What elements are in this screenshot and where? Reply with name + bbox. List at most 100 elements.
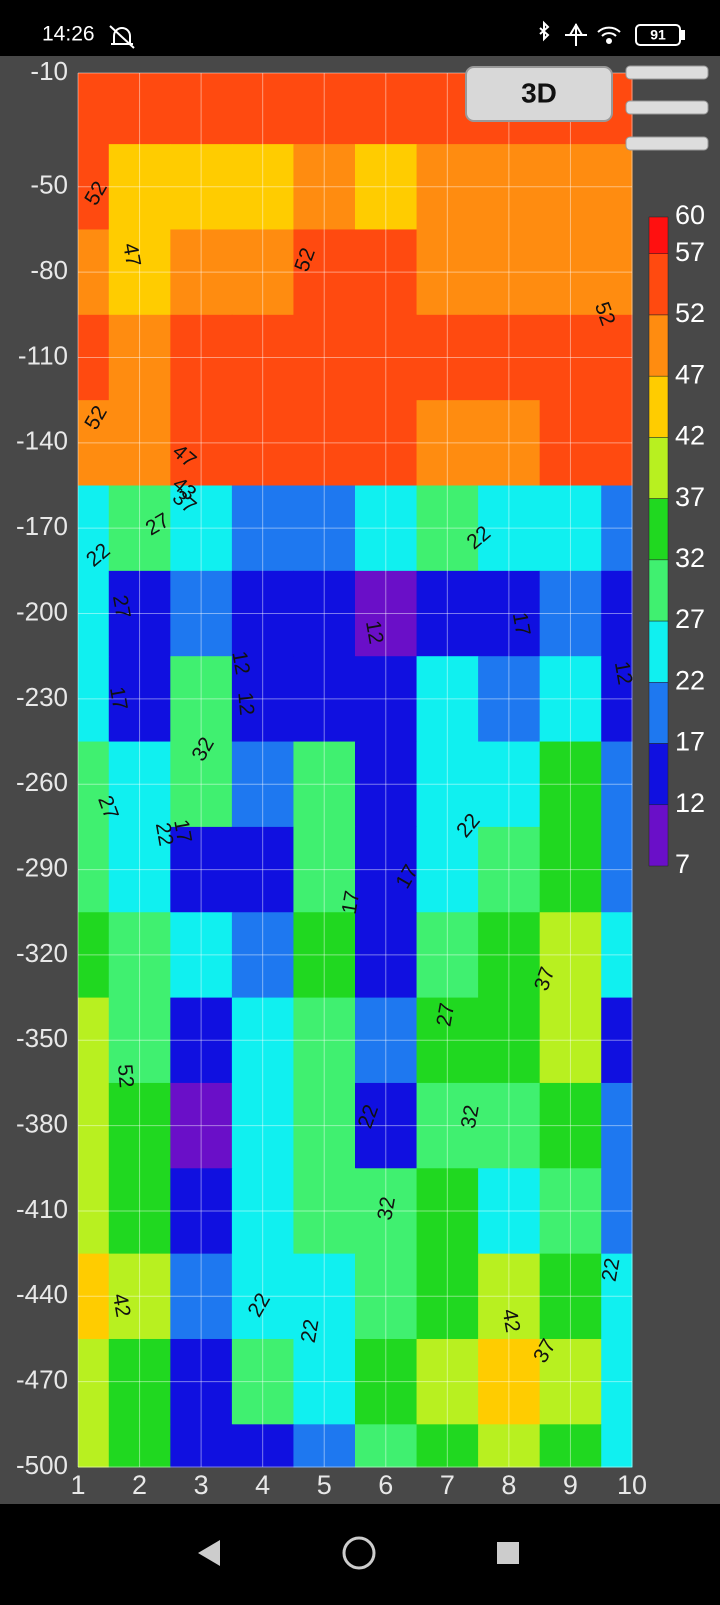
contour-cell [108, 73, 171, 145]
contour-cell [355, 1168, 418, 1255]
contour-cell [355, 1338, 418, 1425]
contour-cell [78, 1253, 110, 1340]
contour-cell [416, 1253, 479, 1340]
contour-cell [601, 400, 633, 487]
contour-cell [170, 1253, 233, 1340]
contour-cell [170, 1168, 233, 1255]
contour-cell [355, 570, 418, 657]
contour-cell [355, 485, 418, 572]
home-button[interactable] [342, 1536, 376, 1570]
contour-cell [293, 1082, 356, 1169]
colorbar-segment [648, 216, 669, 254]
contour-cell [478, 1168, 541, 1255]
contour-cell [478, 570, 541, 657]
contour-cell [170, 485, 233, 572]
contour-cell [231, 314, 294, 401]
y-tick-label: -410 [16, 1194, 68, 1224]
contour-cell [170, 741, 233, 828]
contour-cell [108, 229, 171, 316]
colorbar-label: 47 [675, 359, 705, 389]
contour-cell [293, 826, 356, 913]
y-tick-label: -290 [16, 852, 68, 882]
colorbar-segment [648, 375, 669, 438]
contour-label: 42 [498, 1307, 525, 1334]
contour-cell [355, 1082, 418, 1169]
contour-cell [78, 912, 110, 999]
contour-cell [601, 570, 633, 657]
x-tick-label: 6 [378, 1470, 393, 1500]
contour-cell [78, 144, 110, 230]
contour-cell [355, 400, 418, 487]
contour-cell [601, 144, 633, 230]
contour-label: 42 [108, 1292, 135, 1319]
contour-label: 52 [113, 1063, 138, 1088]
contour-cell [108, 826, 171, 913]
contour-cell [539, 1168, 602, 1255]
x-tick-label: 2 [132, 1470, 147, 1500]
y-tick-label: -320 [16, 938, 68, 968]
x-tick-label: 4 [255, 1470, 270, 1500]
colorbar-segment [648, 498, 669, 561]
contour-cell [170, 73, 233, 145]
colorbar-segment [648, 314, 669, 377]
contour-cell [478, 1338, 541, 1425]
contour-cell [416, 1338, 479, 1425]
contour-label: 12 [361, 619, 388, 646]
contour-cell [108, 1424, 171, 1468]
contour-cell [78, 400, 110, 487]
contour-cell [108, 997, 171, 1084]
contour-cell [78, 229, 110, 316]
plot-area: 1 2 3 4 5 6 7 8 9 10-10-50-80-110-140-170-200-230… [16, 56, 647, 1500]
contour-cell [170, 1424, 233, 1468]
contour-cell [108, 1338, 171, 1425]
battery-level: 91 [650, 27, 666, 43]
contour-label: 22 [297, 1317, 324, 1344]
contour-cell [416, 485, 479, 572]
contour-label: 47 [118, 241, 145, 268]
contour-cell [416, 570, 479, 657]
contour-cell [539, 1253, 602, 1340]
recents-button[interactable] [497, 1542, 519, 1564]
3d-button[interactable] [465, 66, 613, 122]
contour-cell [108, 485, 171, 572]
contour-cell [601, 912, 633, 999]
back-button[interactable] [198, 1540, 220, 1566]
contour-cell [601, 1168, 633, 1255]
colorbar-label: 7 [675, 849, 690, 879]
contour-cell [416, 1424, 479, 1468]
contour-cell [539, 997, 602, 1084]
contour-cell [416, 400, 479, 487]
contour-cell [293, 73, 356, 145]
contour-cell [478, 1253, 541, 1340]
contour-cell [231, 1082, 294, 1169]
y-tick-label: -500 [16, 1450, 68, 1480]
colorbar-label: 37 [675, 482, 705, 512]
y-tick-label: -50 [30, 170, 68, 200]
contour-cell [293, 912, 356, 999]
x-tick-label: 3 [194, 1470, 209, 1500]
x-tick-label: 8 [501, 1470, 516, 1500]
contour-cell [108, 1168, 171, 1255]
colorbar-segment [648, 682, 669, 744]
contour-cell [539, 314, 602, 401]
menu-button[interactable] [625, 65, 709, 151]
y-tick-label: -200 [16, 596, 68, 626]
contour-cell [601, 314, 633, 401]
contour-cell [108, 314, 171, 401]
contour-cell [293, 1253, 356, 1340]
contour-cell [601, 229, 633, 316]
contour-cell [78, 1168, 110, 1255]
y-tick-label: -10 [30, 56, 68, 86]
contour-cell [78, 1082, 110, 1169]
contour-cell [416, 656, 479, 743]
y-tick-label: -350 [16, 1023, 68, 1053]
contour-cell [355, 1424, 418, 1468]
contour-cell [478, 485, 541, 572]
contour-cell [170, 400, 233, 487]
contour-cell [231, 1168, 294, 1255]
3d-button-label[interactable]: 3D [521, 77, 557, 108]
x-tick-label: 10 [617, 1470, 647, 1500]
contour-cell [601, 741, 633, 828]
contour-cell [78, 826, 110, 913]
clock: 14:26 [42, 23, 95, 46]
